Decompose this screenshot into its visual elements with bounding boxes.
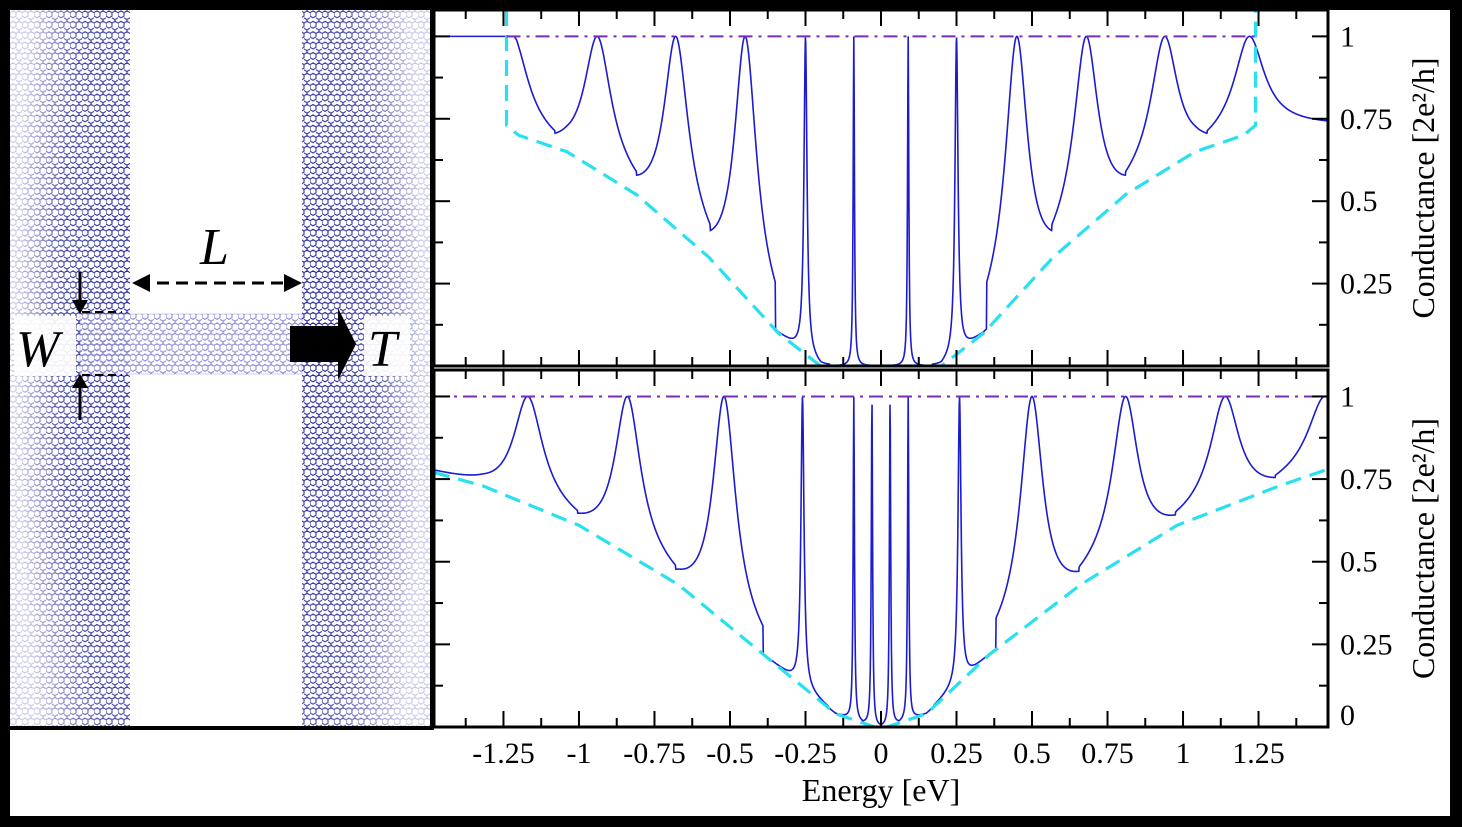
figure-frame: 0.25 0.5 0.75 1 Conductance [2e²/h] -1.25 -1-… <box>10 10 1450 816</box>
top-axes-frame <box>432 10 1330 368</box>
x-tick-label: 1.25 <box>1232 737 1285 770</box>
width-arrow <box>72 272 122 420</box>
length-arrow <box>132 274 302 292</box>
bottom-envelope-line <box>434 467 1328 727</box>
x-tick-label: -0.75 <box>623 737 686 770</box>
y-tick-label: 1 <box>1340 20 1355 53</box>
top-y-axis-title: Conductance [2e²/h] <box>1405 57 1441 318</box>
bottom-y-axis-title: Conductance [2e²/h] <box>1405 418 1441 679</box>
x-tick-label: -0.5 <box>706 737 754 770</box>
y-tick-label: 0 <box>1340 699 1355 732</box>
x-tick-label: -0.25 <box>774 737 837 770</box>
schematic-drawing: L W T <box>10 10 430 726</box>
y-tick-label: 0.75 <box>1340 463 1393 496</box>
x-tick-label: 0.5 <box>1013 737 1051 770</box>
transmission-label: T <box>368 321 400 378</box>
y-tick-label: 0.25 <box>1340 268 1393 301</box>
transmission-arrow <box>290 308 356 380</box>
top-envelope-line <box>504 10 1258 366</box>
bottom-conductance-line <box>434 395 1328 726</box>
nanoribbon <box>80 314 302 374</box>
x-tick-label: -1.25 <box>472 737 535 770</box>
x-tick-label: -1 <box>566 737 591 770</box>
x-tick-label: 0.25 <box>930 737 983 770</box>
width-label: W <box>16 321 64 378</box>
y-tick-label: 0.25 <box>1340 628 1393 661</box>
bottom-axes-frame <box>432 368 1330 729</box>
x-axis-title: Energy [eV] <box>802 772 960 808</box>
bottom-conductance-chart: -1.25 -1 -0.75 -0.5 -0.25 0 0.25 0.5 0.75 1 1.25 En… <box>432 368 1441 808</box>
y-tick-label: 0.5 <box>1340 185 1378 218</box>
y-tick-label: 1 <box>1340 380 1355 413</box>
length-label: L <box>199 219 229 276</box>
x-tick-label: 0.75 <box>1081 737 1134 770</box>
x-tick-label: 1 <box>1176 737 1191 770</box>
y-tick-label: 0.75 <box>1340 103 1393 136</box>
x-tick-label: 0 <box>874 737 889 770</box>
top-conductance-line <box>434 35 1328 366</box>
graphene-schematic: L W T <box>10 10 434 730</box>
y-tick-label: 0.5 <box>1340 546 1378 579</box>
top-conductance-chart: 0.25 0.5 0.75 1 Conductance [2e²/h] <box>432 10 1441 368</box>
